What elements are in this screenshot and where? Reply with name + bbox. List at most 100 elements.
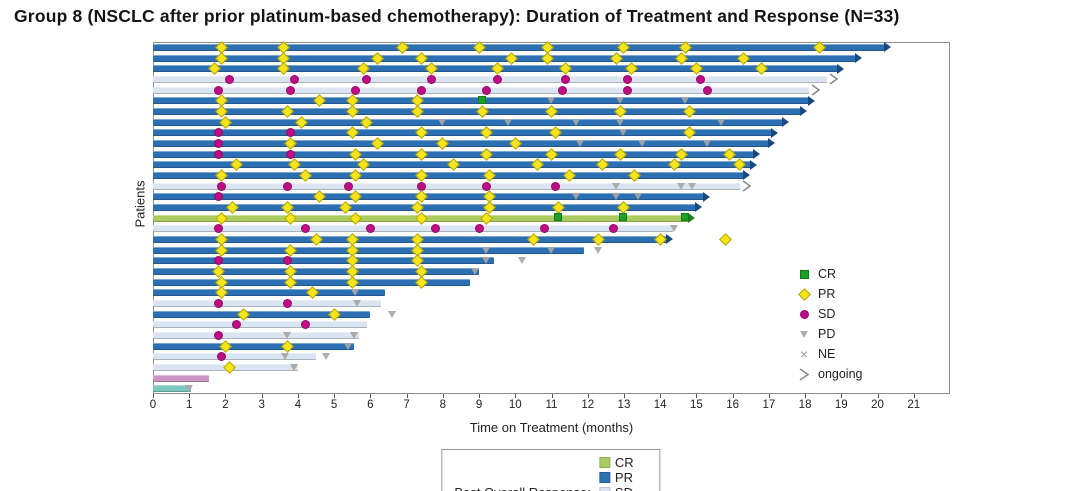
sd-marker-icon (796, 309, 812, 319)
x-tick (660, 394, 662, 398)
sd-circle-marker (416, 85, 426, 95)
swimmer-bar-patient-2 (153, 54, 856, 62)
sd-circle-marker (608, 224, 618, 234)
sd-circle-marker (217, 181, 227, 191)
pd-triangle-marker (572, 118, 581, 126)
sd-circle-marker (300, 320, 310, 330)
sd-circle-marker (286, 149, 296, 159)
swimmer-bar-patient-15 (153, 193, 704, 201)
ongoing-arrow (695, 202, 703, 213)
swimmer-bar-patient-18 (153, 225, 673, 233)
pd-triangle-marker (670, 225, 679, 233)
pd-triangle-marker (349, 331, 358, 339)
x-tick-label: 1 (186, 399, 193, 411)
x-tick (587, 394, 589, 398)
swimmer-bar-patient-11 (153, 150, 755, 158)
pd-triangle-marker (518, 257, 527, 265)
x-tick-label: 19 (834, 399, 848, 411)
ongoing-arrow (688, 213, 696, 223)
response-marker-legend: CR PR SD PD × NE ongoing (796, 264, 863, 384)
legend-item-ongoing: ongoing (796, 364, 863, 384)
sd-circle-marker (289, 74, 299, 84)
legend-item-cr: CR (796, 264, 863, 284)
y-axis-label: Patients (132, 180, 148, 228)
legend-item-label: CR (818, 267, 837, 281)
x-tick (406, 394, 408, 398)
pd-marker-icon (796, 330, 812, 338)
swimmer-bar-patient-13 (153, 171, 744, 179)
x-tick-label: 12 (581, 399, 595, 411)
swimmer-bar-patient-27 (153, 321, 367, 329)
x-tick-label: 8 (439, 399, 447, 411)
pd-triangle-marker (503, 118, 512, 126)
x-tick (913, 394, 915, 398)
swimmer-bar-patient-33 (153, 385, 192, 393)
pd-triangle-marker (702, 139, 711, 147)
pd-triangle-marker (387, 310, 396, 318)
x-tick (189, 394, 191, 398)
ongoing-open-arrow (742, 180, 752, 192)
ne-marker-icon: × (799, 345, 809, 362)
sd-circle-marker (416, 181, 426, 191)
ongoing-arrow (753, 149, 761, 159)
swimmer-bar-patient-10 (153, 139, 769, 147)
ongoing-open-arrow (829, 73, 839, 85)
legend-item-label: PD (818, 327, 836, 341)
ongoing-arrow (836, 63, 844, 74)
swimmer-bar-patient-23 (153, 278, 470, 286)
x-tick-label: 3 (258, 399, 265, 411)
swimmer-bar-patient-25 (153, 299, 382, 307)
pd-triangle-marker (438, 118, 447, 126)
sd-circle-marker (213, 138, 223, 148)
pd-triangle-marker (481, 257, 490, 265)
x-tick-label: 17 (762, 399, 776, 411)
legend-item-label: PR (818, 287, 836, 301)
sd-circle-marker (427, 74, 437, 84)
pd-triangle-marker (470, 267, 479, 275)
swimmer-bar-patient-1 (153, 43, 885, 51)
sd-circle-marker (492, 74, 502, 84)
x-tick-label: 10 (508, 399, 522, 411)
x-tick (551, 394, 553, 398)
sd-circle-marker (213, 298, 223, 308)
ongoing-open-arrow (811, 84, 821, 96)
legend-item-label: NE (818, 347, 836, 361)
x-tick (334, 394, 336, 398)
x-axis-label: Time on Treatment (months) (469, 420, 634, 435)
bor-legend-items: CRPRSDPDNE (598, 455, 648, 491)
x-tick-label: 20 (871, 399, 884, 411)
bor-swatch-pr (598, 472, 610, 483)
bor-legend-title: Best Overall Response: (454, 485, 591, 491)
x-tick (623, 394, 625, 398)
ongoing-open-arrow (799, 367, 809, 381)
pd-triangle-marker (282, 331, 291, 339)
pd-triangle-marker (677, 182, 686, 190)
pd-triangle-marker (481, 246, 490, 254)
figure-title: Group 8 (NSCLC after prior platinum-base… (14, 6, 900, 26)
pd-triangle-marker (615, 97, 624, 105)
cr-square-marker (680, 213, 689, 221)
x-tick-label: 7 (403, 399, 410, 411)
legend-item-pr: PR (796, 284, 863, 304)
sd-circle-marker (300, 224, 310, 234)
pd-triangle-marker (594, 246, 603, 254)
swimmer-bar-patient-24 (153, 289, 385, 297)
pd-triangle-marker (184, 385, 193, 393)
x-tick-label: 5 (330, 399, 338, 411)
x-tick (479, 394, 481, 398)
sd-circle-marker (286, 128, 296, 138)
sd-circle-marker (286, 85, 296, 95)
pd-triangle-marker (572, 193, 581, 201)
x-tick-label: 11 (545, 399, 558, 411)
pd-triangle-marker (280, 353, 289, 361)
bor-legend: Best Overall Response: CRPRSDPDNE (441, 449, 661, 491)
x-tick (442, 394, 444, 398)
sd-circle-marker (365, 224, 375, 234)
ongoing-arrow (767, 138, 775, 149)
swimmer-bar-patient-4 (153, 75, 827, 83)
swimmer-bar-patient-32 (153, 374, 210, 382)
x-tick (297, 394, 299, 398)
ongoing-arrow (702, 191, 710, 202)
ongoing-arrow-icon (796, 367, 812, 381)
pd-triangle-marker (615, 118, 624, 126)
